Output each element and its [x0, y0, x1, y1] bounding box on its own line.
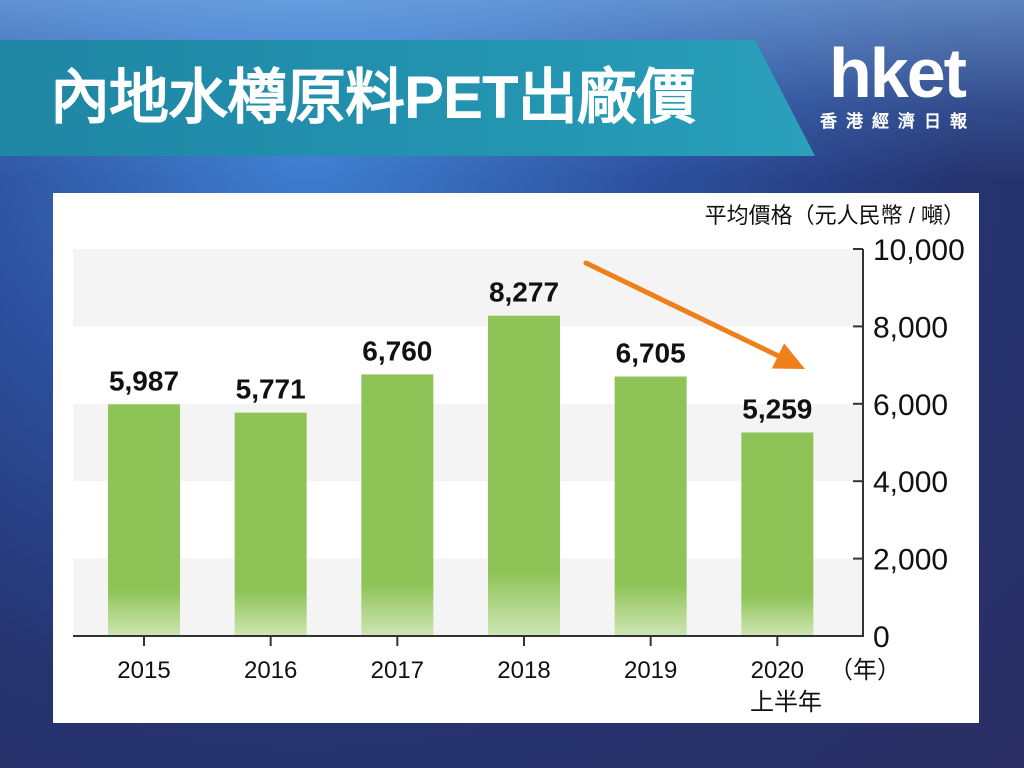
- x-tick-label-2018: 2018: [497, 657, 550, 684]
- bar-2019: [614, 376, 687, 636]
- bar-chart: 5,987 5,771 6,760 8,277 6,705 5,259 0 2,000 4,0…: [73, 234, 965, 684]
- bar-2020: [741, 432, 814, 636]
- data-label-2019: 6,705: [616, 338, 686, 369]
- title-band: [0, 40, 815, 156]
- hket-logo: hket 香港經濟日報: [812, 38, 982, 138]
- y-tick-label-0: 0: [873, 621, 890, 654]
- grid-band: [73, 249, 863, 327]
- data-label-2020: 5,259: [742, 393, 812, 424]
- bar-2017: [361, 374, 434, 636]
- x-axis-unit: （年）: [829, 657, 901, 684]
- trend-arrow-line: [583, 260, 794, 365]
- x-tick-label-2016: 2016: [244, 657, 297, 684]
- x-tick-label-2015: 2015: [117, 657, 170, 684]
- data-label-2018: 8,277: [489, 277, 559, 308]
- trend-arrow-head: [771, 343, 805, 369]
- bar-2018: [488, 315, 560, 636]
- y-tick-label-8000: 8,000: [873, 311, 948, 344]
- y-tick-label-2000: 2,000: [873, 544, 948, 577]
- bar-2015: [108, 404, 180, 636]
- data-label-2017: 6,760: [362, 335, 432, 366]
- x-tick-label-2017: 2017: [371, 657, 424, 684]
- chart-panel: 5,987 5,771 6,760 8,277 6,705 5,259 0 2,000 4,0…: [53, 193, 979, 723]
- logo-subtitle: 香港經濟日報: [820, 112, 976, 131]
- x-tick-sublabel-2020: 上半年: [750, 689, 822, 716]
- y-tick-label-6000: 6,000: [873, 389, 948, 422]
- grid-band: [73, 558, 863, 636]
- logo-wordmark: hket: [829, 34, 967, 112]
- page-title: 內地水樽原料PET出廠價: [50, 64, 696, 131]
- bar-2016: [234, 412, 307, 636]
- data-label-2015: 5,987: [109, 365, 179, 396]
- y-tick-label-4000: 4,000: [873, 466, 948, 499]
- x-tick-label-2020: 2020: [751, 657, 804, 684]
- y-axis-label: 平均價格（元人民幣 / 噸）: [704, 203, 965, 228]
- x-tick-label-2019: 2019: [624, 657, 677, 684]
- y-tick-label-10000: 10,000: [873, 234, 965, 267]
- grid-band: [73, 403, 863, 482]
- data-label-2016: 5,771: [236, 374, 306, 405]
